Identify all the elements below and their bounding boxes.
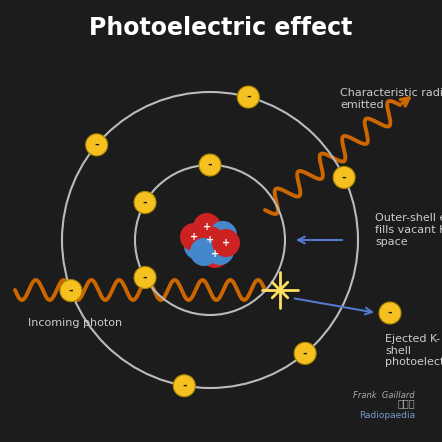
Circle shape (206, 237, 234, 265)
Text: -: - (303, 348, 308, 358)
Text: Incoming photon: Incoming photon (28, 318, 122, 328)
Text: Radiopaedia: Radiopaedia (359, 411, 415, 420)
Text: ⒸⓈⒶ: ⒸⓈⒶ (397, 398, 415, 408)
Text: -: - (182, 381, 187, 391)
Circle shape (173, 375, 195, 397)
Text: -: - (69, 286, 73, 296)
Text: +: + (190, 232, 198, 242)
Circle shape (237, 86, 259, 108)
Text: -: - (342, 172, 347, 183)
Circle shape (212, 229, 240, 257)
Circle shape (333, 167, 355, 188)
Circle shape (196, 226, 224, 254)
Text: +: + (203, 222, 211, 232)
Circle shape (134, 267, 156, 289)
Text: +: + (211, 249, 219, 259)
Circle shape (199, 154, 221, 176)
Circle shape (60, 280, 82, 301)
Text: Photoelectric effect: Photoelectric effect (89, 16, 353, 40)
Text: -: - (94, 140, 99, 150)
Text: Characteristic radiation
emitted: Characteristic radiation emitted (340, 88, 442, 110)
Text: Ejected K-
shell
photoelectron: Ejected K- shell photoelectron (385, 334, 442, 367)
Circle shape (379, 302, 401, 324)
Text: -: - (246, 92, 251, 102)
Text: -: - (208, 160, 212, 170)
Text: -: - (143, 273, 147, 282)
Text: -: - (388, 308, 392, 318)
Text: -: - (143, 198, 147, 207)
Circle shape (294, 343, 316, 364)
Circle shape (184, 232, 212, 260)
Circle shape (209, 221, 237, 249)
Circle shape (86, 134, 107, 156)
Text: Frank  Gaillard: Frank Gaillard (353, 391, 415, 400)
Circle shape (193, 213, 221, 241)
Circle shape (134, 191, 156, 213)
Circle shape (201, 240, 229, 268)
Circle shape (190, 238, 218, 266)
Text: Outer-shell electron
fills vacant K-shell
space: Outer-shell electron fills vacant K-shel… (375, 213, 442, 247)
Text: +: + (206, 235, 214, 245)
Circle shape (180, 223, 208, 251)
Text: +: + (222, 238, 230, 248)
